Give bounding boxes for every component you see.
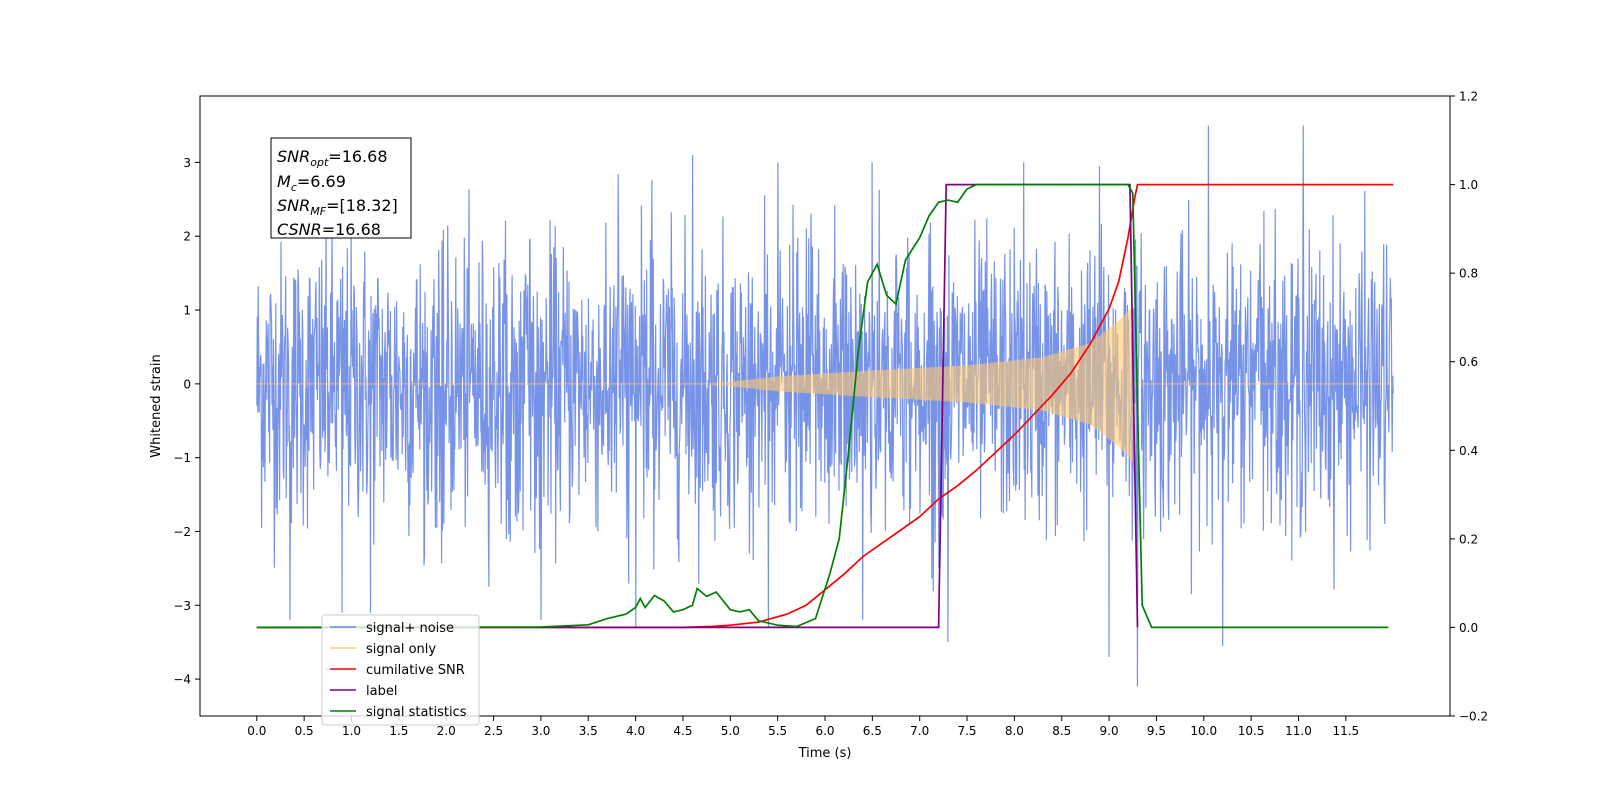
x-tick-label: 8.5 <box>1052 724 1071 738</box>
snr-mf-symbol: SNR <box>277 196 310 215</box>
legend-label-cumulative-snr: cumilative SNR <box>366 663 465 678</box>
snr-opt-subscript: opt <box>310 156 329 169</box>
x-tick-label: 1.0 <box>342 724 361 738</box>
x-tick-label: 3.5 <box>579 724 598 738</box>
x-tick-label: 7.0 <box>910 724 929 738</box>
x-tick-label: 10.0 <box>1190 724 1217 738</box>
x-tick-label: 1.5 <box>389 724 408 738</box>
x-tick-label: 0.0 <box>247 724 266 738</box>
info-box: SNRopt=16.68 Mc=6.69 SNRMF=[18.32] CSNR=… <box>270 137 412 239</box>
x-tick-label: 10.5 <box>1238 724 1265 738</box>
y2-tick-label: 1.2 <box>1459 90 1478 104</box>
x-tick-label: 5.5 <box>768 724 787 738</box>
csnr-symbol: CSNR <box>277 220 322 239</box>
legend-label-label: label <box>366 684 397 699</box>
x-axis-ticks: 0.0 0.5 1.0 1.5 2.0 2.5 3.0 3.5 4.0 4.5 5.0 5.5 6.0 6… <box>247 716 1359 738</box>
y2-tick-label: 0.4 <box>1459 444 1478 458</box>
y-tick-label: −3 <box>173 599 191 613</box>
series-signal-plus-noise <box>256 125 1394 687</box>
legend-label-signal-statistics: signal statistics <box>366 705 467 720</box>
legend: signal+ noise signal only cumilative SNR… <box>321 614 480 726</box>
x-tick-label: 5.0 <box>721 724 740 738</box>
y2-tick-label: 1.0 <box>1459 178 1478 192</box>
y-tick-label: 0 <box>183 377 191 391</box>
x-tick-label: 7.5 <box>957 724 976 738</box>
x-tick-label: 2.0 <box>437 724 456 738</box>
y-tick-label: 1 <box>183 304 191 318</box>
x-tick-label: 0.5 <box>295 724 314 738</box>
snr-opt-value: =16.68 <box>328 147 387 166</box>
y2-tick-label: 0.0 <box>1459 621 1478 635</box>
x-tick-label: 11.0 <box>1285 724 1312 738</box>
snr-mf-subscript: MF <box>310 205 326 218</box>
y2-tick-label: 0.6 <box>1459 355 1478 369</box>
y-tick-label: −4 <box>173 673 191 687</box>
svg-text:Mc=6.69: Mc=6.69 <box>277 172 346 194</box>
y2-tick-label: −0.2 <box>1459 710 1488 724</box>
x-tick-label: 8.0 <box>1005 724 1024 738</box>
svg-text:SNRopt=16.68: SNRopt=16.68 <box>277 147 388 169</box>
legend-label-signal-noise: signal+ noise <box>366 621 454 636</box>
x-tick-label: 6.0 <box>815 724 834 738</box>
csnr-value: =16.68 <box>322 220 381 239</box>
x-tick-label: 4.5 <box>673 724 692 738</box>
y2-tick-label: 0.2 <box>1459 532 1478 546</box>
series-cumulative-snr <box>256 183 1394 629</box>
x-tick-label: 3.0 <box>531 724 550 738</box>
x-tick-label: 4.0 <box>626 724 645 738</box>
mc-symbol: M <box>277 172 291 191</box>
y-axis-label: Whitened strain <box>149 354 164 457</box>
x-axis-label: Time (s) <box>798 746 852 761</box>
x-tick-label: 2.5 <box>484 724 503 738</box>
x-tick-label: 9.0 <box>1100 724 1119 738</box>
x-tick-label: 11.5 <box>1332 724 1359 738</box>
snr-mf-value: =[18.32] <box>326 196 398 215</box>
mc-value: =6.69 <box>297 172 346 191</box>
x-tick-label: 6.5 <box>863 724 882 738</box>
y-tick-label: −2 <box>173 525 191 539</box>
series-signal-only <box>256 306 1394 461</box>
legend-label-signal-only: signal only <box>366 642 436 657</box>
x-tick-label: 9.5 <box>1147 724 1166 738</box>
plot-marks <box>256 125 1394 687</box>
y-axis-ticks: 3 2 1 0 −1 −2 −3 −4 <box>173 156 200 687</box>
y-tick-label: 3 <box>183 156 191 170</box>
y2-tick-label: 0.8 <box>1459 267 1478 281</box>
svg-text:CSNR=16.68: CSNR=16.68 <box>277 220 381 239</box>
snr-opt-symbol: SNR <box>277 147 310 166</box>
y-tick-label: −1 <box>173 451 191 465</box>
y2-axis-ticks: 1.2 1.0 0.8 0.6 0.4 0.2 0.0 −0.2 <box>1450 90 1488 724</box>
y-tick-label: 2 <box>183 230 191 244</box>
svg-text:SNRMF=[18.32]: SNRMF=[18.32] <box>277 196 398 218</box>
series-label <box>256 183 1139 629</box>
series-signal-statistics <box>256 183 1389 629</box>
mc-subscript: c <box>291 181 297 194</box>
